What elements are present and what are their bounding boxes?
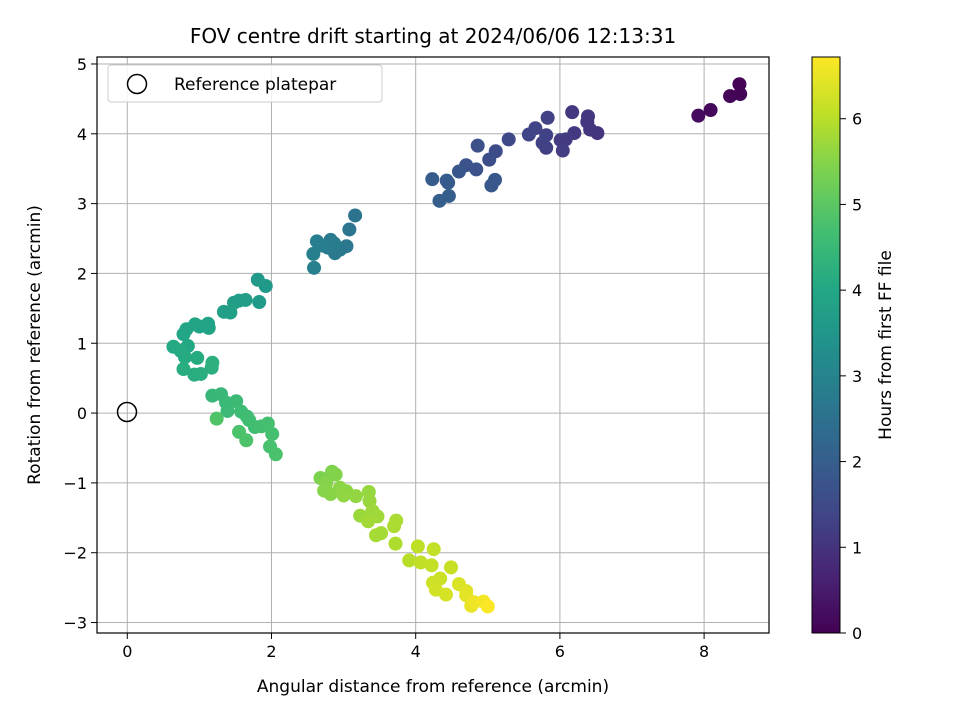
colorbar-tick-label: 2	[852, 453, 862, 472]
data-point	[553, 133, 568, 148]
data-point	[328, 467, 343, 482]
x-tick-label: 0	[122, 642, 132, 661]
data-point	[501, 132, 516, 147]
data-point	[581, 109, 596, 124]
data-point	[480, 599, 495, 614]
data-point	[216, 304, 231, 319]
y-tick-label: 4	[77, 125, 87, 144]
colorbar-ticks: 0 1 2 3 4 5 6	[840, 110, 862, 643]
data-point	[413, 555, 428, 570]
colorbar-tick-label: 0	[852, 624, 862, 643]
data-point	[521, 127, 536, 142]
colorbar-tick-label: 5	[852, 195, 862, 214]
data-point	[432, 193, 447, 208]
legend: Reference platepar	[107, 64, 383, 103]
data-point	[470, 138, 485, 153]
x-axis-label: Angular distance from reference (arcmin)	[257, 677, 609, 697]
x-tick-label: 8	[699, 642, 709, 661]
y-tick-label: 1	[77, 334, 87, 353]
colorbar-tick-label: 4	[852, 281, 862, 300]
y-tick-label: −1	[63, 474, 87, 493]
colorbar	[811, 56, 841, 634]
y-tick-label: 0	[77, 404, 87, 423]
data-point	[484, 178, 499, 193]
x-axis-ticks: 0 2 4 6 8	[122, 633, 709, 661]
data-point	[402, 553, 417, 568]
y-tick-label: 5	[77, 55, 87, 74]
data-point	[309, 234, 324, 249]
legend-marker-circle	[126, 73, 148, 95]
data-point	[229, 394, 244, 409]
data-point	[361, 514, 376, 529]
data-point	[482, 152, 497, 167]
legend-box	[107, 64, 383, 103]
data-points	[166, 77, 748, 614]
data-point	[723, 89, 738, 104]
data-point	[177, 350, 192, 365]
data-point	[239, 433, 254, 448]
colorbar-tick-label: 3	[852, 367, 862, 386]
data-point	[220, 403, 235, 418]
data-point	[439, 173, 454, 188]
data-point	[209, 411, 224, 426]
data-point	[424, 558, 439, 573]
y-tick-label: 3	[77, 195, 87, 214]
y-axis-label: Rotation from reference (arcmin)	[25, 205, 45, 485]
data-point	[307, 260, 322, 275]
y-axis-ticks: −3 −2 −1 0 1 2 3 4 5	[63, 55, 97, 633]
data-point	[555, 143, 570, 158]
data-point	[451, 164, 466, 179]
plot-frame	[96, 56, 770, 634]
data-point	[193, 366, 208, 381]
data-point	[388, 536, 403, 551]
data-point	[265, 427, 280, 442]
colorbar-tick-label: 6	[852, 110, 862, 129]
data-point	[342, 222, 357, 237]
y-tick-label: −3	[63, 614, 87, 633]
data-point	[425, 172, 440, 187]
data-point	[268, 447, 283, 462]
data-point	[438, 587, 453, 602]
grid-lines	[97, 57, 769, 633]
data-point	[691, 108, 706, 123]
data-point	[703, 103, 718, 118]
data-point	[327, 236, 342, 251]
x-tick-label: 6	[555, 642, 565, 661]
data-point	[250, 272, 265, 287]
data-point	[336, 488, 351, 503]
x-tick-label: 4	[411, 642, 421, 661]
data-point	[539, 128, 554, 143]
legend-label: Reference platepar	[174, 75, 336, 95]
data-point	[369, 528, 384, 543]
data-point	[190, 350, 205, 365]
data-point	[348, 489, 363, 504]
data-point	[387, 519, 402, 534]
reference-platepar-marker	[116, 401, 138, 423]
data-point	[444, 560, 459, 575]
data-point	[348, 208, 363, 223]
data-point	[565, 105, 580, 120]
data-point	[176, 327, 191, 342]
data-point	[252, 295, 267, 310]
colorbar-label: Hours from first FF file	[876, 250, 896, 440]
chart-title: FOV centre drift starting at 2024/06/06 …	[190, 24, 676, 48]
y-tick-label: 2	[77, 264, 87, 283]
data-point	[205, 355, 220, 370]
data-point	[260, 416, 275, 431]
data-point	[176, 362, 191, 377]
data-point	[540, 110, 555, 125]
colorbar-tick-label: 1	[852, 538, 862, 557]
y-tick-label: −2	[63, 544, 87, 563]
data-point	[306, 246, 321, 261]
x-tick-label: 2	[266, 642, 276, 661]
data-point	[410, 539, 425, 554]
data-point	[426, 542, 441, 557]
